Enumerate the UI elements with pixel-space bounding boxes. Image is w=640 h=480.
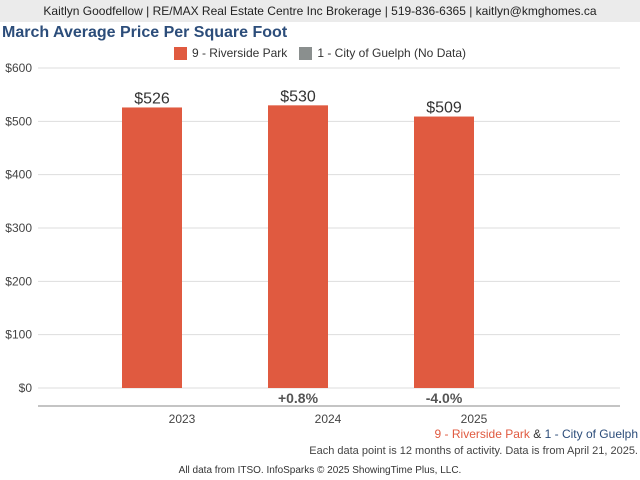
y-tick-label: $200 xyxy=(5,274,32,288)
y-tick-label: $0 xyxy=(19,381,33,395)
bar-value-label-2024: $530 xyxy=(280,88,316,105)
legend-label-series-1: 9 - Riverside Park xyxy=(191,46,288,60)
legend-swatch-series-2 xyxy=(299,46,313,60)
y-tick-label: $500 xyxy=(5,114,32,128)
chart-legend: 9 - Riverside Park 1 - City of Guelph (N… xyxy=(0,44,640,62)
bar-2024 xyxy=(268,105,328,388)
y-tick-label: $300 xyxy=(5,221,32,235)
footer-data-note: Each data point is 12 months of activity… xyxy=(309,445,638,457)
change-label-2025: -4.0% xyxy=(426,390,463,406)
x-tick-label-2023: 2023 xyxy=(169,412,196,426)
contact-header-bar: Kaitlyn Goodfellow | RE/MAX Real Estate … xyxy=(0,0,640,22)
bar-value-label-2023: $526 xyxy=(134,90,170,107)
footer-amp: & xyxy=(533,427,542,441)
bar-value-label-2025: $509 xyxy=(426,100,462,117)
y-tick-label: $400 xyxy=(5,168,32,182)
contact-info-text: Kaitlyn Goodfellow | RE/MAX Real Estate … xyxy=(43,4,597,18)
chart-title: March Average Price Per Square Foot xyxy=(2,24,288,41)
x-tick-label-2025: 2025 xyxy=(461,412,488,426)
x-tick-label-2024: 2024 xyxy=(315,412,342,426)
footer-series-2-name: 1 - City of Guelph xyxy=(544,427,638,441)
y-tick-label: $100 xyxy=(5,328,32,342)
change-label-2024: +0.8% xyxy=(278,390,319,406)
legend-swatch-series-1 xyxy=(173,46,187,60)
footer-series-names: 9 - Riverside Park & 1 - City of Guelph xyxy=(435,427,638,441)
legend-label-series-2: 1 - City of Guelph (No Data) xyxy=(317,46,467,60)
bar-2025 xyxy=(414,116,474,389)
footer-source-credit: All data from ITSO. InfoSparks © 2025 Sh… xyxy=(178,465,462,476)
footer-series-1-name: 9 - Riverside Park xyxy=(434,427,530,441)
y-tick-label: $600 xyxy=(5,61,32,75)
legend-item-series-1[interactable]: 9 - Riverside Park xyxy=(173,46,288,60)
bar-2023 xyxy=(122,107,182,388)
legend-item-series-2[interactable]: 1 - City of Guelph (No Data) xyxy=(299,46,466,60)
